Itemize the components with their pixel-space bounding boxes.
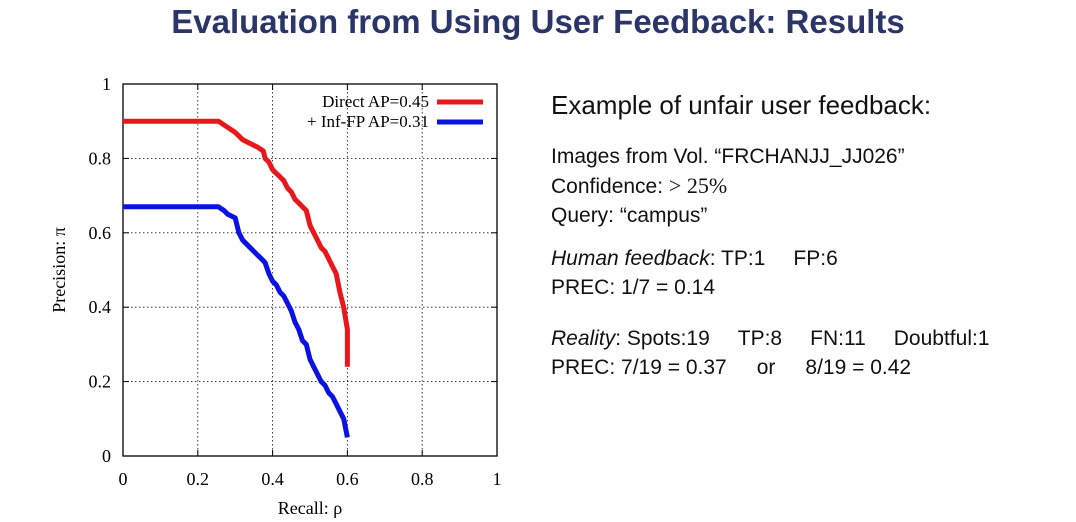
y-tick-label: 0.6 [89,223,112,243]
confidence-value: > 25% [668,173,728,198]
x-tick-label: 0 [119,469,128,489]
y-tick-label: 0.4 [89,297,112,317]
chart-svg: 0 0.2 0.4 0.6 0.8 1 0 0.2 0.4 0.6 0.8 1 Recall: ρ Pre… [49,74,502,518]
feedback-heading: Example of unfair user feedback: [551,90,932,120]
human-feedback-label: Human feedback [551,247,710,270]
precision-recall-chart: 0 0.2 0.4 0.6 0.8 1 0 0.2 0.4 0.6 0.8 1 Recall: ρ Pre… [40,62,520,522]
human-fp: FP:6 [793,247,838,270]
slide-title: Evaluation from Using User Feedback: Res… [171,3,905,40]
x-tick-label: 0.4 [261,469,284,489]
series-line-inf-fp [123,204,350,438]
feedback-panel: Example of unfair user feedback: Images … [551,88,1071,382]
x-tick-label: 1 [493,469,502,489]
x-axis-label: Recall: ρ [278,498,342,518]
reality-prec-value-2: 8/19 = 0.42 [805,356,912,379]
y-tick-label: 0.8 [89,148,112,168]
reality-line: Reality: Spots:19 TP:8 FN:11 Doubtful:1 [551,324,1071,353]
legend-label: Direct AP=0.45 [322,92,429,111]
y-axis-label: Precision: π [49,227,69,313]
reality-label: Reality [551,327,616,350]
images-line: Images from Vol. “FRCHANJJ_JJ026” [551,145,905,168]
reality-prec-value-1: 7/19 = 0.37 [621,356,727,379]
y-tick-label: 0.2 [89,372,112,392]
spacer [551,302,1071,324]
reality-spots: : Spots:19 [615,327,710,350]
x-tick-label: 0.6 [336,469,359,489]
reality-prec-line: PREC: 7/19 = 0.37 or 8/19 = 0.42 [551,353,1071,382]
human-prec-line: PREC: 1/7 = 0.14 [551,273,1071,302]
human-prec-value: 1/7 = 0.14 [621,276,716,299]
x-tick-label: 0.8 [411,469,434,489]
y-tick-label: 1 [102,74,111,94]
confidence-line: Confidence: > 25% [551,171,1071,201]
legend-label: + Inf-FP AP=0.31 [307,112,429,131]
x-tick-label: 0.2 [187,469,210,489]
reality-fn: FN:11 [810,327,866,350]
query-line: Query: “campus” [551,204,708,227]
y-tick-label: 0 [102,446,111,466]
reality-tp: TP:8 [737,327,783,350]
series-line-direct [123,118,350,367]
reality-or: or [756,356,776,379]
human-prec-label: PREC: [551,276,616,299]
human-feedback-line: Human feedback: TP:1 FP:6 [551,244,1071,273]
reality-prec-label: PREC: [551,356,616,379]
plot-frame [122,83,498,457]
spacer [551,230,1071,244]
reality-doubtful: Doubtful:1 [893,327,990,350]
human-tp: : TP:1 [709,247,766,270]
confidence-label: Confidence: [551,175,664,198]
